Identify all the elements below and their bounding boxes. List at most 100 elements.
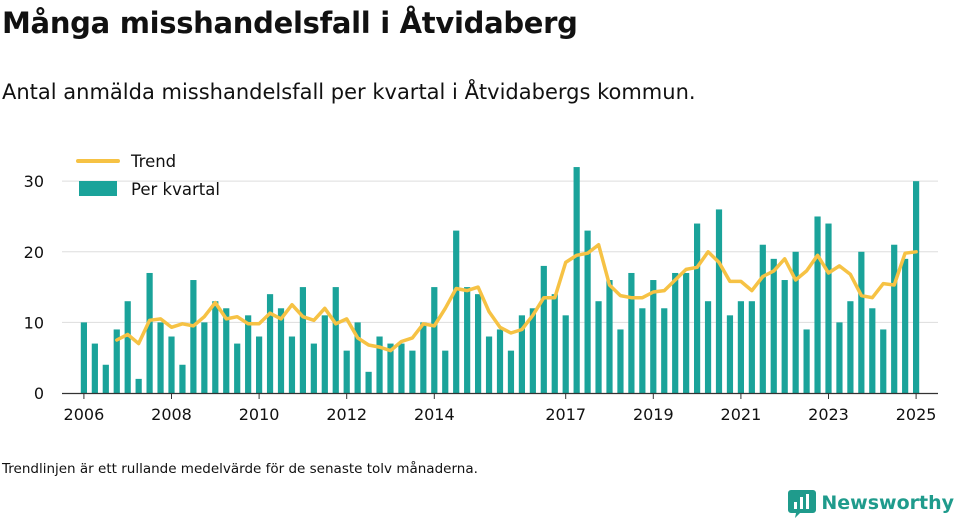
bar [715, 209, 723, 393]
bar [650, 280, 657, 393]
bar [212, 301, 219, 393]
bar [770, 258, 777, 393]
bar [387, 343, 394, 393]
bar [464, 287, 471, 393]
bar [847, 301, 854, 393]
chart-title: Många misshandelsfall i Åtvidaberg [2, 6, 578, 40]
bar [256, 336, 263, 393]
bar [595, 301, 602, 393]
trend-line [115, 242, 918, 353]
bar [737, 301, 744, 393]
bar [146, 272, 153, 393]
bar [683, 272, 690, 393]
bar [354, 322, 361, 393]
gridlines [62, 180, 938, 323]
x-tick-label: 2021 [721, 405, 762, 424]
bar [442, 350, 449, 393]
bar [398, 343, 405, 393]
bar [321, 315, 328, 393]
x-tick-label: 2006 [64, 405, 105, 424]
bar [869, 308, 876, 393]
bar [343, 350, 350, 393]
bar [485, 336, 493, 393]
y-tick-label: 10 [24, 313, 44, 332]
bar [814, 216, 821, 393]
chart-bars-icon [788, 490, 817, 518]
bar [299, 287, 306, 393]
bar [135, 378, 142, 393]
bar [420, 322, 427, 393]
bars-per-kvartal [80, 167, 920, 393]
bar [409, 350, 416, 393]
bar [551, 294, 558, 393]
y-tick-label: 30 [24, 172, 44, 191]
bar [102, 364, 109, 393]
bar [836, 322, 843, 393]
legend-bar-label: Per kvartal [131, 180, 220, 199]
footnote: Trendlinjen är ett rullande medelvärde f… [2, 461, 478, 477]
legend-trend-label: Trend [130, 152, 176, 171]
bar [562, 315, 569, 393]
bar [584, 230, 591, 393]
bar [201, 322, 208, 393]
bar [91, 343, 98, 393]
y-tick-label: 20 [24, 243, 44, 262]
legend-bar-swatch [79, 181, 117, 196]
x-tick-label: 2008 [151, 405, 192, 424]
bar [245, 315, 252, 393]
axes: 0 10 20 30 2006 2008 2010 2012 2014 2017 2019 2021 2… [24, 172, 938, 424]
bar [266, 294, 274, 393]
bar [518, 315, 525, 393]
bar [234, 343, 241, 393]
bar [880, 329, 887, 393]
bar [661, 308, 668, 393]
newsworthy-logo[interactable]: Newsworthy [788, 488, 954, 518]
y-tick-label: 0 [34, 384, 44, 403]
bar [113, 329, 120, 393]
brand-name: Newsworthy [821, 492, 954, 514]
bar [529, 308, 536, 393]
bar [475, 294, 482, 393]
bar [179, 364, 186, 393]
bar [540, 265, 547, 393]
bar [825, 223, 832, 393]
trend-line-layer [115, 242, 918, 353]
bar [496, 329, 504, 393]
bar [507, 350, 515, 393]
bar [168, 336, 175, 393]
bar [288, 336, 296, 393]
x-tick-label: 2014 [414, 405, 455, 424]
bar [803, 329, 810, 393]
legend: Trend Per kvartal [76, 152, 220, 199]
x-tick-label: 2010 [239, 405, 280, 424]
bar [223, 308, 230, 393]
bar [431, 287, 438, 393]
bar [606, 280, 613, 393]
bar [748, 301, 755, 393]
bar [858, 251, 865, 393]
bar [672, 272, 679, 393]
bar [891, 244, 898, 393]
bar [376, 336, 383, 393]
x-tick-label: 2019 [633, 405, 674, 424]
bar [704, 301, 712, 393]
bar [80, 322, 87, 393]
bar [617, 329, 624, 393]
bar [639, 308, 646, 393]
x-tick-label: 2023 [808, 405, 849, 424]
bar [792, 251, 799, 393]
bar [277, 308, 285, 393]
bar [310, 343, 317, 393]
chart-subtitle: Antal anmälda misshandelsfall per kvarta… [2, 80, 696, 104]
bar-line-chart: 0 10 20 30 2006 2008 2010 2012 2014 2017 2019 2021 2… [24, 152, 938, 424]
x-tick-label: 2012 [326, 405, 367, 424]
bar [913, 181, 920, 393]
bar [453, 230, 460, 393]
bar [628, 272, 635, 393]
bar [573, 167, 580, 393]
bar [902, 258, 909, 393]
bar [726, 315, 734, 393]
bar [694, 223, 701, 393]
x-tick-label: 2025 [896, 405, 937, 424]
x-tick-label: 2017 [545, 405, 586, 424]
